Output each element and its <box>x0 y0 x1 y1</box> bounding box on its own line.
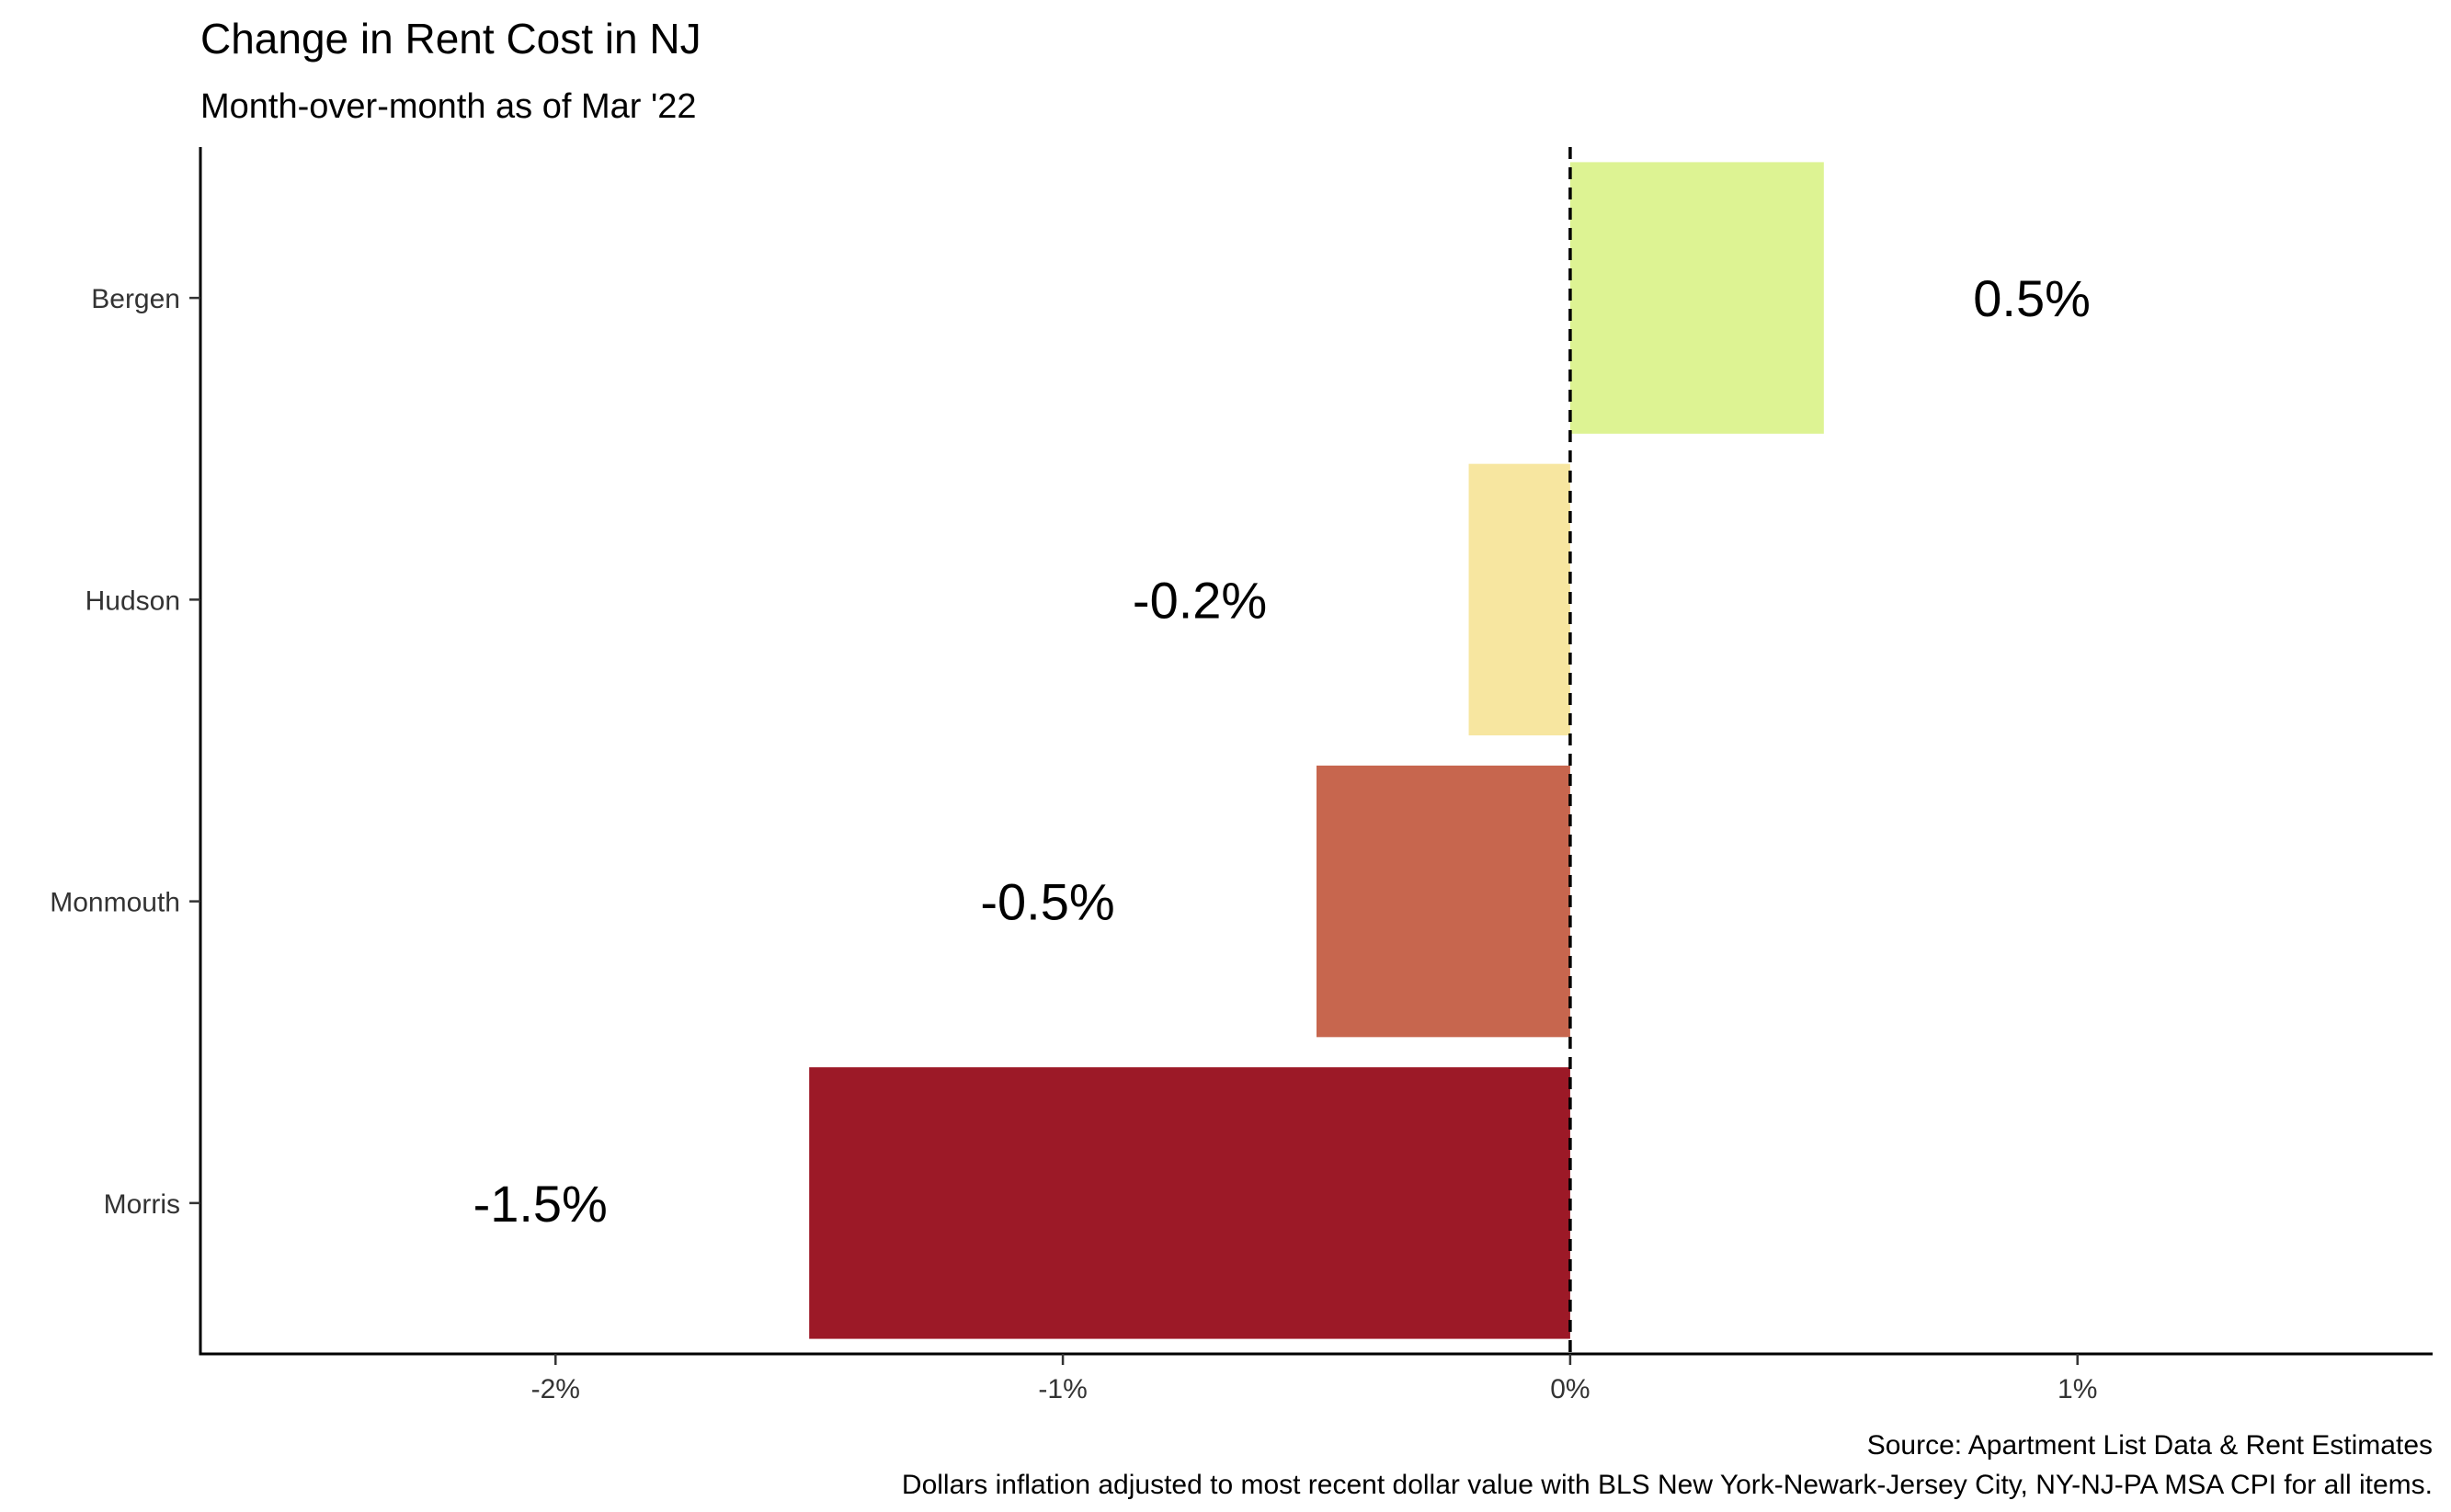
chart-subtitle: Month-over-month as of Mar '22 <box>200 87 696 126</box>
x-tick-label: -2% <box>531 1374 580 1404</box>
bar-monmouth <box>1317 765 1570 1038</box>
bar-morris <box>809 1067 1570 1339</box>
caption-note: Dollars inflation adjusted to most recen… <box>902 1470 2433 1500</box>
value-label-morris: -1.5% <box>473 1175 608 1233</box>
y-category-label-hudson: Hudson <box>86 585 180 616</box>
data-labels-layer: 0.5% -0.2% -0.5% -1.5% <box>473 269 2091 1233</box>
axes-layer: -2% -1% 0% 1% Bergen Hudson Monmouth Morris <box>50 147 2433 1404</box>
value-label-monmouth: -0.5% <box>980 873 1114 931</box>
bars-layer <box>809 162 1824 1339</box>
y-category-label-monmouth: Monmouth <box>50 888 180 918</box>
bar-hudson <box>1468 463 1570 736</box>
y-category-label-bergen: Bergen <box>91 284 180 314</box>
x-tick-label: 1% <box>2058 1374 2097 1404</box>
chart-title: Change in Rent Cost in NJ <box>200 15 701 63</box>
x-tick-label: -1% <box>1038 1374 1087 1404</box>
value-label-bergen: 0.5% <box>1973 269 2091 327</box>
y-category-label-morris: Morris <box>104 1189 180 1220</box>
x-tick-label: 0% <box>1550 1374 1590 1404</box>
bar-bergen <box>1569 162 1824 434</box>
value-label-hudson: -0.2% <box>1133 571 1267 629</box>
caption-source: Source: Apartment List Data & Rent Estim… <box>1867 1430 2433 1461</box>
